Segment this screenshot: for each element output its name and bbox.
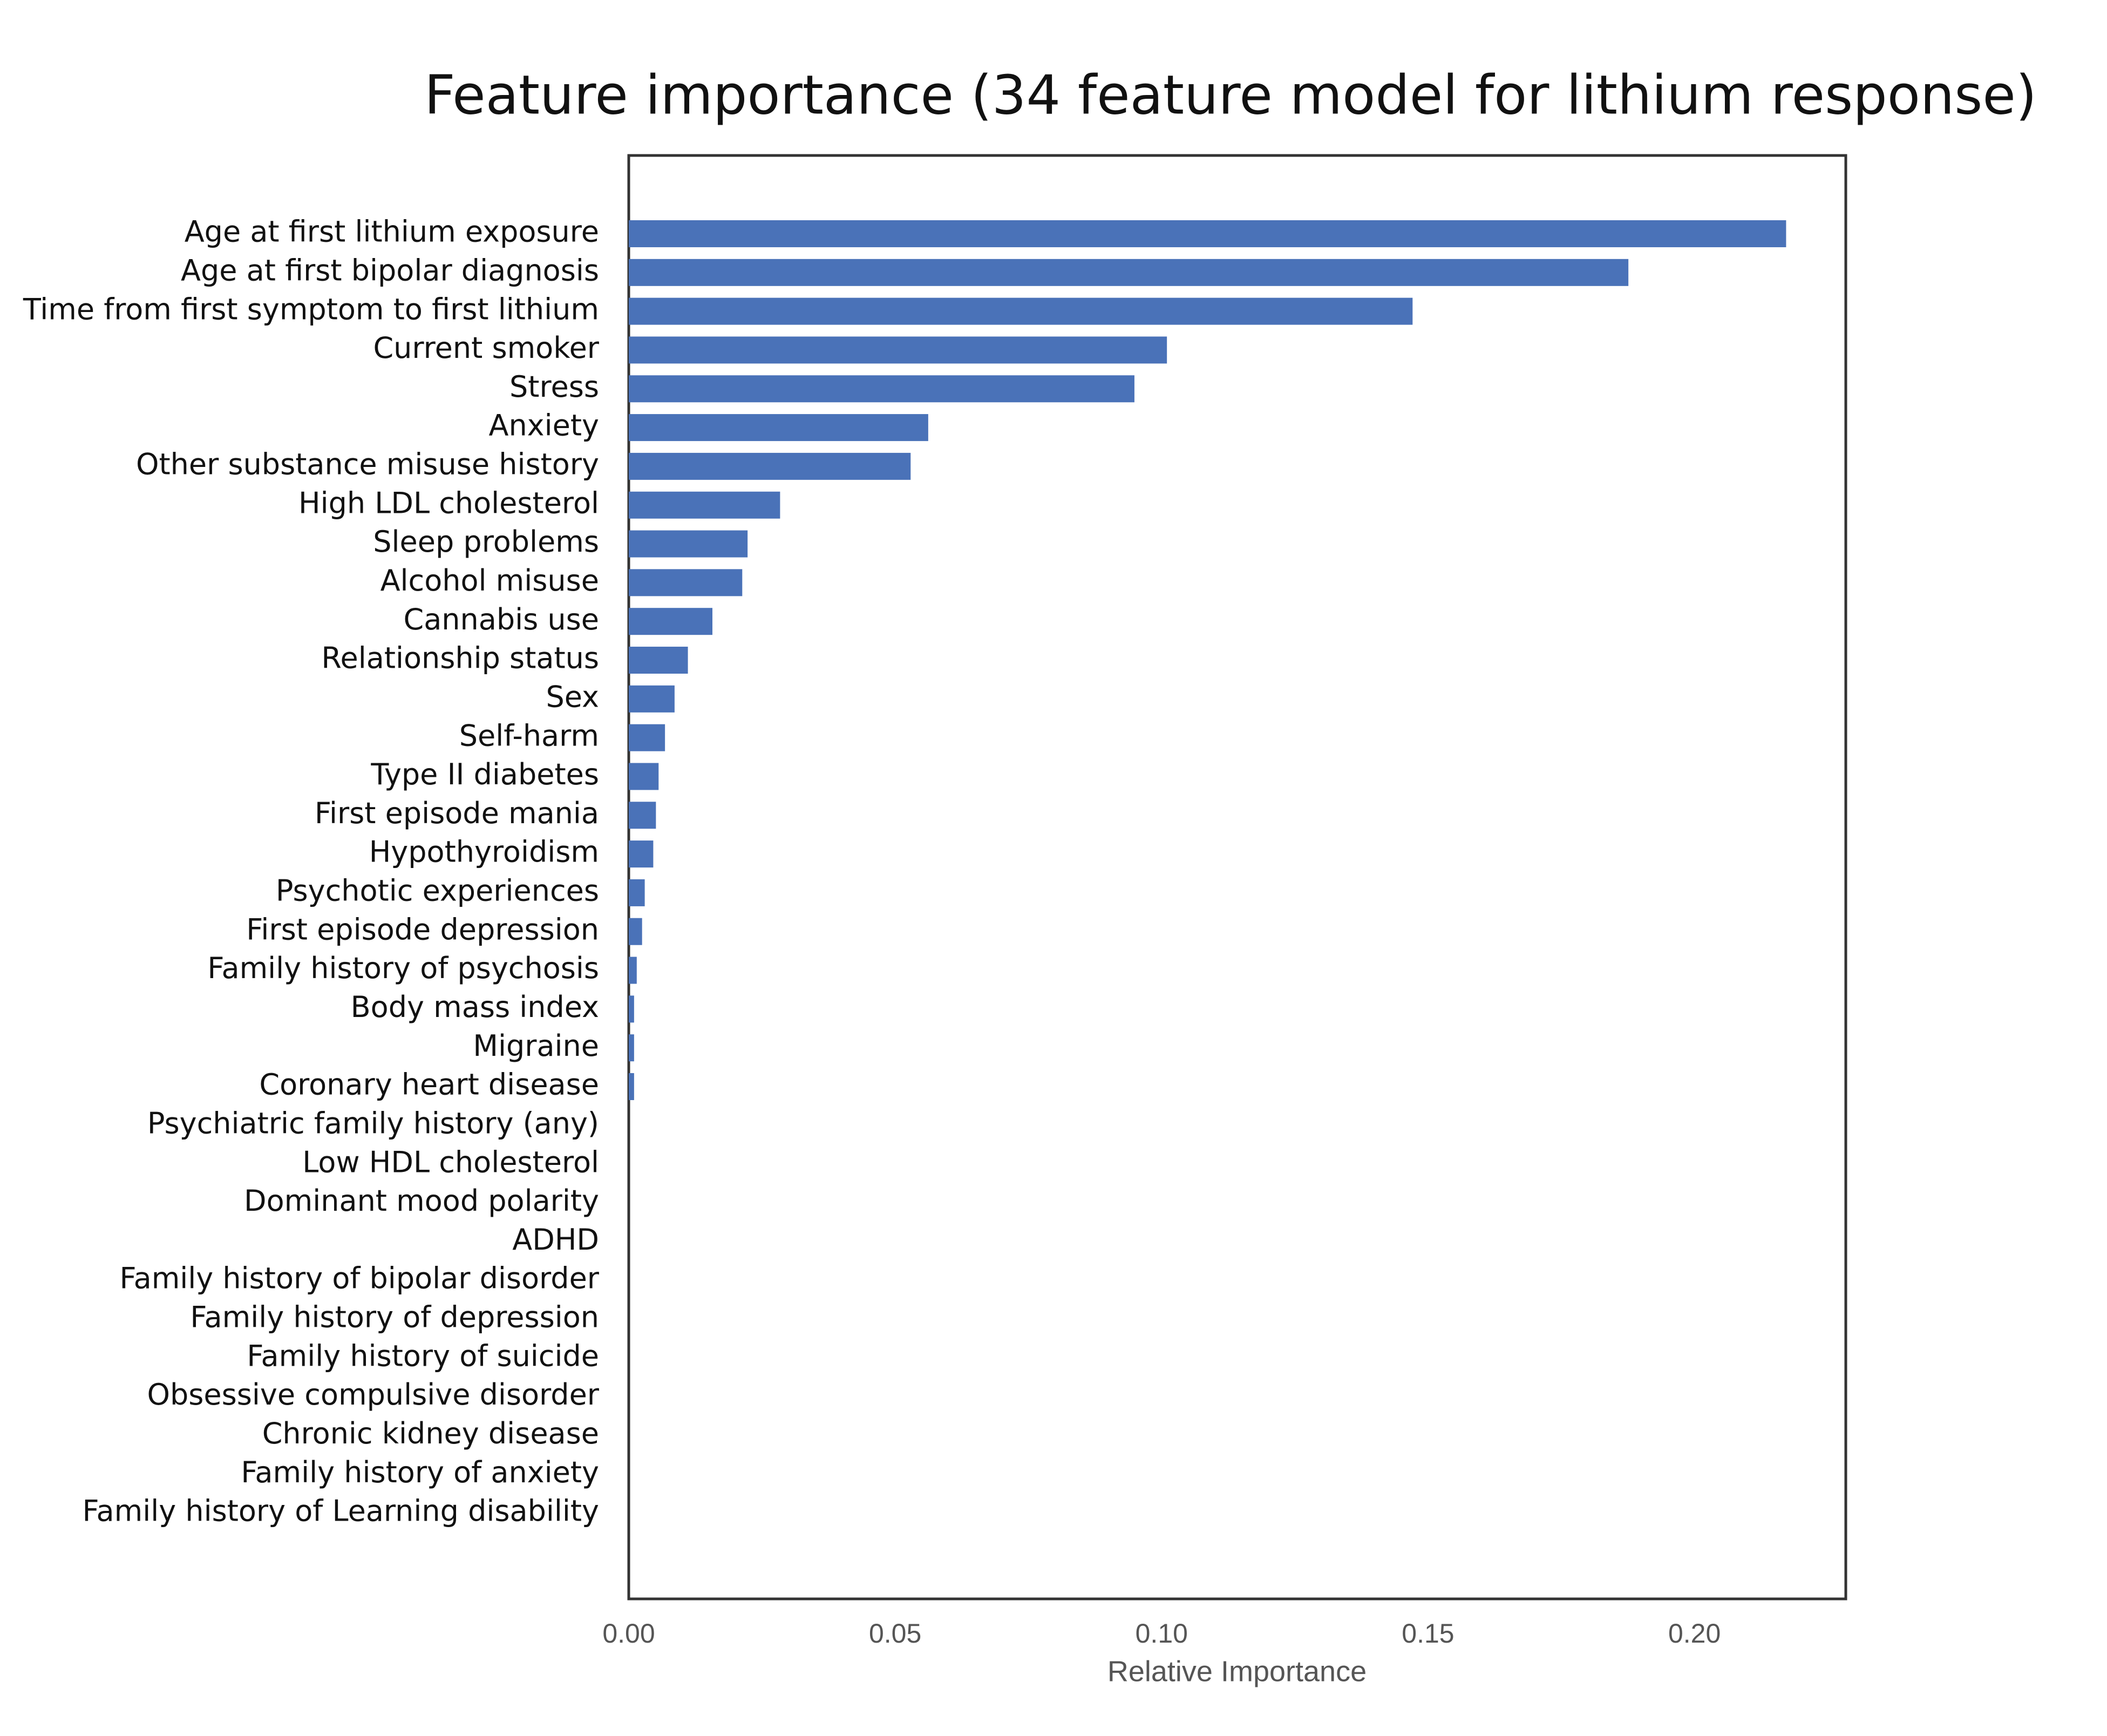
y-tick-label: Age at first bipolar diagnosis: [181, 253, 599, 287]
bar: [629, 336, 1167, 364]
y-tick-label: High LDL cholesterol: [298, 486, 599, 520]
y-tick-label: Sleep problems: [373, 525, 599, 559]
bar: [629, 995, 634, 1023]
y-tick-label: ADHD: [512, 1223, 599, 1257]
x-tick-label: 0.20: [1668, 1618, 1721, 1649]
bar: [629, 879, 645, 906]
x-axis-label: Relative Importance: [1107, 1655, 1367, 1687]
y-tick-label: Self-harm: [459, 718, 599, 752]
bar: [629, 297, 1413, 325]
y-tick-label: Family history of bipolar disorder: [120, 1262, 600, 1296]
bar: [629, 724, 665, 751]
y-tick-label: Cannabis use: [404, 602, 600, 636]
bar: [629, 608, 713, 635]
y-tick-label: Anxiety: [489, 409, 599, 443]
bar: [629, 647, 688, 674]
y-tick-label: Chronic kidney disease: [262, 1416, 599, 1450]
y-tick-label: Stress: [509, 370, 599, 404]
bar: [629, 1073, 634, 1100]
y-tick-label: Family history of depression: [190, 1300, 599, 1334]
x-tick-label: 0.00: [602, 1618, 655, 1649]
bar: [629, 763, 659, 790]
x-tick-label: 0.15: [1402, 1618, 1454, 1649]
bar: [629, 1034, 634, 1062]
y-tick-label: Time from first symptom to first lithium: [23, 292, 599, 326]
y-tick-label: Family history of Learning disability: [82, 1494, 599, 1528]
bar: [629, 491, 780, 519]
y-tick-label: Relationship status: [321, 641, 599, 675]
y-tick-label: Hypothyroidism: [369, 835, 599, 869]
bar: [629, 918, 642, 945]
y-tick-label: Sex: [546, 680, 599, 714]
y-tick-label: Psychiatric family history (any): [147, 1106, 599, 1140]
y-tick-label: Family history of anxiety: [241, 1455, 599, 1489]
y-tick-label: Obsessive compulsive disorder: [147, 1378, 600, 1412]
y-tick-label: Type II diabetes: [370, 757, 599, 791]
bar: [629, 685, 675, 713]
y-tick-label: Age at first lithium exposure: [185, 215, 599, 249]
y-tick-label: Dominant mood polarity: [244, 1184, 599, 1218]
x-tick-label: 0.05: [869, 1618, 921, 1649]
y-tick-label: Body mass index: [351, 990, 599, 1024]
y-tick-label: Family history of suicide: [247, 1339, 599, 1373]
bar: [629, 375, 1134, 403]
y-tick-label: Psychotic experiences: [276, 874, 599, 908]
bar: [629, 414, 928, 442]
y-tick-label: Current smoker: [373, 331, 599, 365]
bar: [629, 530, 748, 558]
x-tick-label: 0.10: [1136, 1618, 1188, 1649]
bar: [629, 452, 911, 480]
bar: [629, 220, 1786, 247]
bar: [629, 569, 743, 596]
bar: [629, 802, 656, 829]
y-tick-label: Alcohol misuse: [380, 564, 599, 598]
y-tick-label: Coronary heart disease: [259, 1068, 599, 1102]
y-tick-label: First episode depression: [246, 912, 599, 946]
plot-frame: [627, 154, 1847, 1601]
bar: [629, 840, 654, 868]
bar: [629, 957, 637, 984]
y-tick-label: First episode mania: [315, 796, 599, 830]
y-tick-label: Low HDL cholesterol: [302, 1145, 599, 1179]
chart-title: Feature importance (34 feature model for…: [424, 63, 2037, 126]
bar: [629, 259, 1629, 286]
y-tick-label: Migraine: [473, 1029, 599, 1063]
y-tick-label: Family history of psychosis: [207, 951, 599, 985]
y-tick-label: Other substance misuse history: [136, 447, 599, 482]
